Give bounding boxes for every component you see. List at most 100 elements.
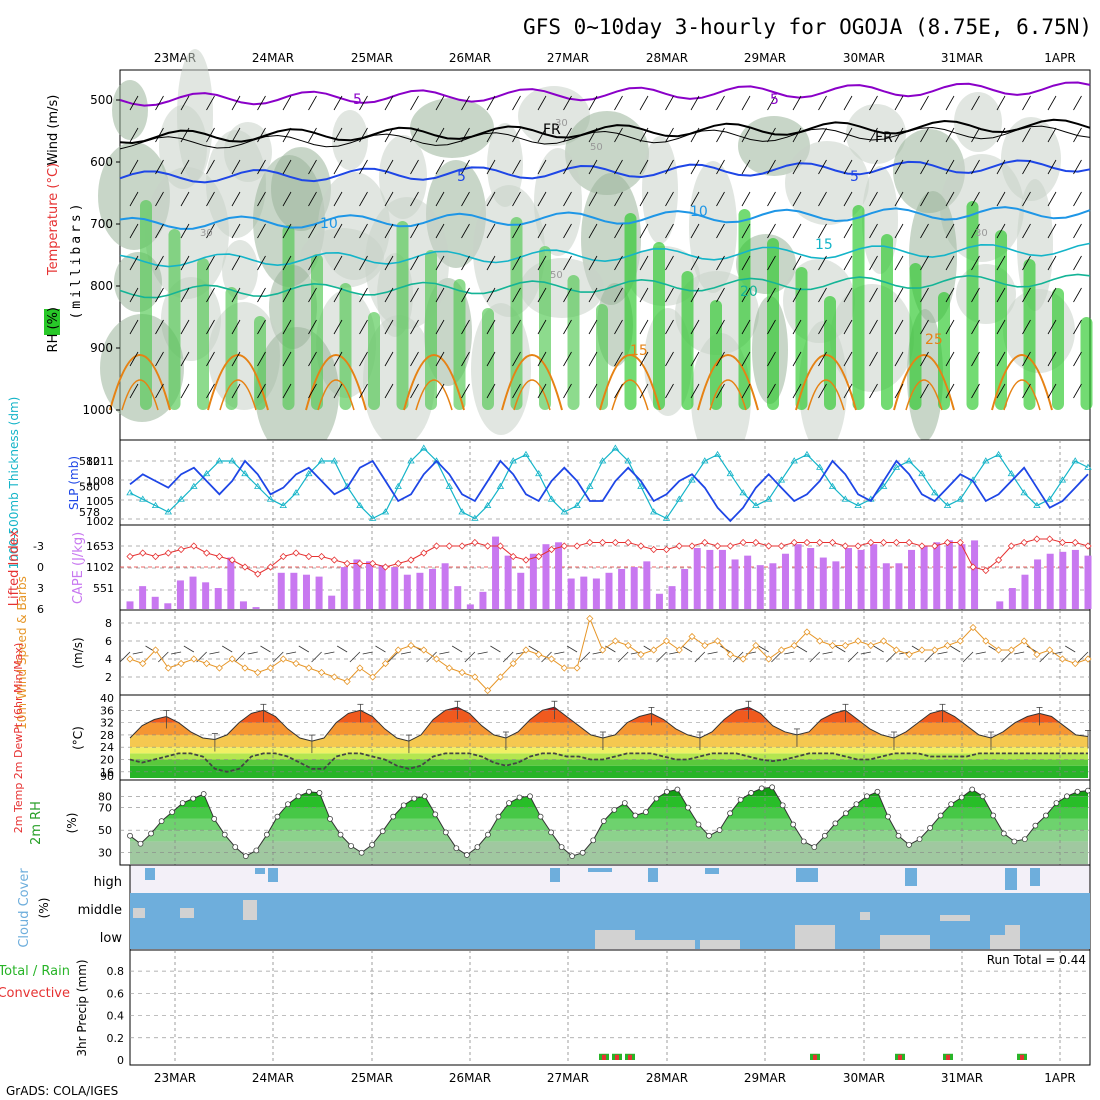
wind-barb (180, 127, 190, 143)
wind-barb (971, 351, 980, 367)
wind10m-panel: 8 6 4 2 (105, 609, 1092, 696)
thickness-marker (956, 495, 964, 502)
wind-barb (818, 127, 827, 143)
date-label-bottom: 1APR (1044, 1071, 1075, 1085)
isotherm (119, 118, 1091, 145)
wind-barb (1073, 319, 1082, 335)
wind-marker (867, 641, 875, 650)
wind-barb-10m (937, 651, 948, 655)
wind-marker (739, 655, 747, 663)
wind-barb (869, 319, 878, 335)
li-tick: 0 (37, 561, 44, 574)
rh-marker (1064, 793, 1070, 800)
li-marker (330, 556, 338, 564)
wind-barb (792, 383, 802, 399)
wind-barb (410, 159, 419, 175)
thickness-marker (254, 482, 262, 489)
li-marker (266, 563, 275, 571)
wind-barb (461, 191, 470, 207)
wind-barb (231, 319, 241, 335)
rh-column (1052, 288, 1064, 410)
wind-barb (767, 191, 776, 207)
wind-barb (512, 383, 521, 399)
li-marker (203, 549, 211, 557)
wind-barb (461, 95, 470, 111)
wind-barb (563, 287, 572, 303)
precip-convective-bar (615, 1054, 619, 1060)
thickness-marker (228, 457, 236, 464)
wind-barb (588, 383, 598, 399)
wind-barb (996, 351, 1006, 367)
wind-barb (333, 127, 343, 143)
wind-barb (1022, 95, 1031, 111)
wind-barb (333, 287, 343, 303)
cape-bar (681, 568, 689, 609)
wind-barb (792, 319, 802, 335)
cape-bar (366, 561, 373, 609)
wind-barb (1073, 383, 1082, 399)
bottom-date-axis: 23MAR 24MAR 25MAR 26MAR 27MAR 28MAR 29MAR 30MAR… (154, 1071, 1076, 1085)
thickness-line (129, 447, 1089, 520)
thickness-marker (931, 489, 939, 496)
rh-marker (832, 820, 839, 827)
wind-barb (690, 351, 700, 367)
wind-barb (665, 127, 674, 143)
date-label-top: 30MAR (843, 51, 885, 65)
wind-barb (129, 255, 139, 271)
cloud-level-label: middle (78, 903, 122, 918)
rh-marker (706, 832, 712, 839)
wind-barb (614, 319, 623, 335)
rh-marker (685, 804, 691, 811)
wind-marker (765, 655, 773, 663)
wind-marker (586, 614, 594, 623)
thickness-marker (1020, 489, 1028, 496)
li-marker (918, 542, 926, 550)
wind-barb (639, 319, 649, 335)
wind-barb (920, 127, 929, 143)
wind-barb (384, 223, 394, 239)
thickness-marker (675, 495, 683, 502)
wind-barb (129, 95, 139, 111)
wind-barb (996, 287, 1006, 303)
li-marker (816, 538, 824, 547)
pressure-tick: 700 (90, 217, 113, 231)
rh-marker (348, 843, 354, 849)
ylabel-millibars: (millibars) (69, 200, 84, 319)
wind-barb (333, 383, 343, 399)
pressure-tick: 500 (90, 93, 113, 107)
rh-marker (800, 838, 807, 845)
wind-barb (461, 127, 470, 143)
wind-barb (716, 127, 725, 143)
wind-barb-10m (822, 651, 833, 655)
wind-marker (777, 646, 786, 654)
wind-barb-10m (464, 651, 476, 663)
wind-marker (190, 655, 198, 663)
wind-barb (155, 95, 164, 111)
rh-marker (843, 810, 849, 817)
rh-marker (1074, 788, 1081, 795)
li-marker (420, 549, 428, 557)
wind-marker (828, 641, 837, 650)
li-marker (803, 538, 811, 547)
li-marker (509, 552, 517, 561)
wind-barb (1047, 191, 1057, 207)
cloud-high-bar (550, 868, 560, 882)
wind-marker (1071, 659, 1079, 668)
cape-bar (290, 572, 298, 609)
wind-barb (716, 351, 725, 367)
isotherm-25 (599, 354, 661, 411)
cape-bar (189, 576, 197, 609)
thickness-marker (458, 508, 466, 515)
wind-barb-10m (247, 651, 258, 655)
wind-barb (843, 287, 853, 303)
rh-marker (737, 796, 744, 803)
wind-barb (639, 95, 649, 111)
wind-tick: 4 (105, 653, 112, 666)
ylabel-thickness: 1000-500mb Thickness (dm) (7, 397, 21, 570)
wind-marker (279, 655, 287, 663)
rh-marker (1053, 800, 1060, 806)
rh-marker (1085, 787, 1091, 794)
wind-barb (308, 223, 317, 239)
wind-barb (716, 383, 725, 399)
cape-bar (882, 563, 890, 609)
